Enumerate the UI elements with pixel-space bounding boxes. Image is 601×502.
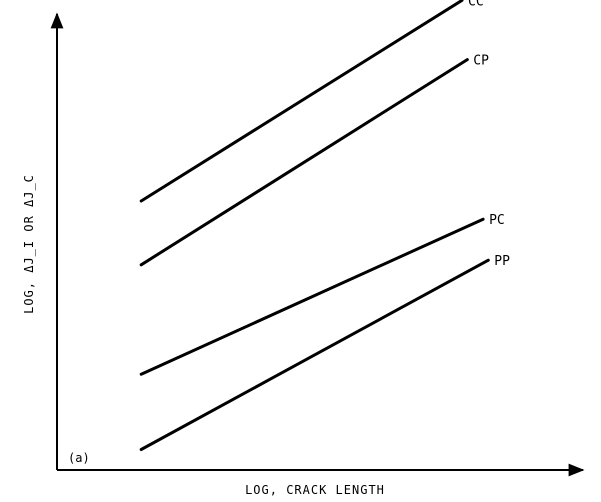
series-line-cc xyxy=(139,0,464,203)
panel-label: (a) xyxy=(68,451,90,465)
series-line-pc xyxy=(139,217,485,376)
series-line-pp xyxy=(139,258,490,451)
series-line-cp xyxy=(139,58,469,267)
series-layer: CC CP PC PP xyxy=(139,0,510,451)
series-label-pc: PC xyxy=(489,213,505,228)
x-axis-label: LOG, CRACK LENGTH xyxy=(245,483,385,497)
series-label-pp: PP xyxy=(494,254,510,269)
y-axis-label: LOG, ΔJ_I OR ΔJ_C xyxy=(22,174,36,314)
series-label-cc: CC xyxy=(468,0,484,9)
series-label-cp: CP xyxy=(473,54,489,69)
